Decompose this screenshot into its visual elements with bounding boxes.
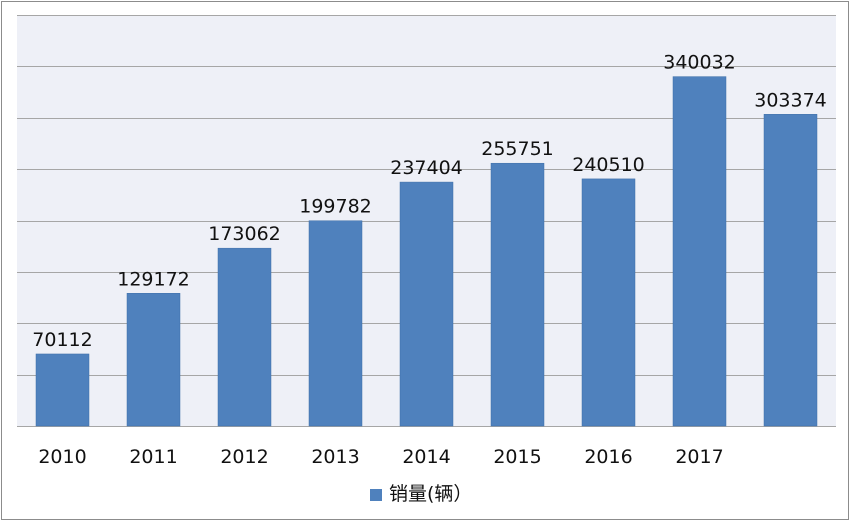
data-label: 129172 xyxy=(117,268,190,290)
x-tick-label: 2010 xyxy=(38,446,86,468)
x-tick-label: 2013 xyxy=(311,446,359,468)
data-label: 255751 xyxy=(481,138,554,160)
bar xyxy=(126,293,181,427)
bar xyxy=(35,353,90,427)
bar xyxy=(581,178,636,427)
legend-label: 销量(辆） xyxy=(389,483,472,505)
bar xyxy=(399,181,454,427)
x-axis-ticks: 2010 2011 2012 2013 2014 2015 2016 2017 xyxy=(38,446,723,468)
data-label: 237404 xyxy=(390,157,463,179)
bar xyxy=(308,220,363,427)
bar xyxy=(217,247,272,427)
x-tick-label: 2017 xyxy=(675,446,723,468)
x-tick-label: 2014 xyxy=(402,446,450,468)
data-label: 173062 xyxy=(208,223,281,245)
legend: 销量(辆） xyxy=(370,483,472,505)
bar xyxy=(763,114,818,427)
x-tick-label: 2012 xyxy=(220,446,268,468)
x-tick-label: 2016 xyxy=(584,446,632,468)
data-label: 303374 xyxy=(754,89,827,111)
data-label: 70112 xyxy=(32,329,92,351)
x-tick-label: 2011 xyxy=(129,446,177,468)
x-tick-label: 2015 xyxy=(493,446,541,468)
data-labels: 70112 129172 173062 199782 237404 255751 24051… xyxy=(32,52,826,351)
bar xyxy=(490,162,545,427)
legend-swatch xyxy=(370,489,382,501)
bars xyxy=(35,76,818,427)
bar xyxy=(672,76,727,427)
data-label: 199782 xyxy=(299,196,372,218)
data-label: 240510 xyxy=(572,154,645,176)
data-label: 340032 xyxy=(663,52,736,74)
